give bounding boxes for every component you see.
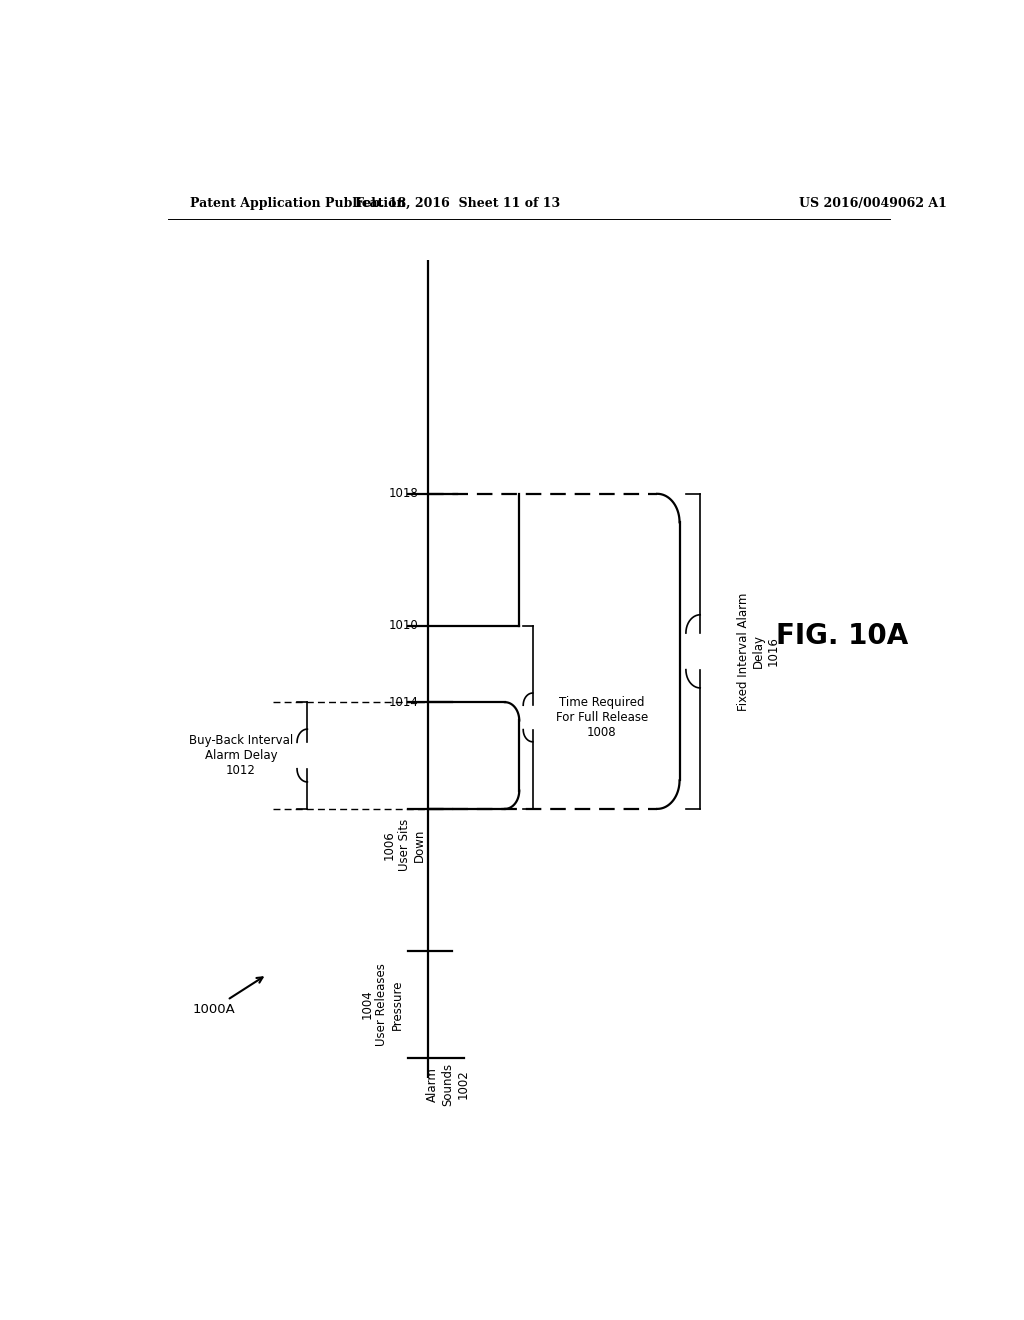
Text: 1006
User Sits
Down: 1006 User Sits Down bbox=[383, 818, 426, 871]
Text: Feb. 18, 2016  Sheet 11 of 13: Feb. 18, 2016 Sheet 11 of 13 bbox=[354, 197, 560, 210]
Text: 1014: 1014 bbox=[388, 696, 419, 709]
Text: Alarm
Sounds
1002: Alarm Sounds 1002 bbox=[426, 1063, 469, 1106]
Text: 1004
User Releases
Pressure: 1004 User Releases Pressure bbox=[360, 964, 403, 1045]
Text: 1010: 1010 bbox=[389, 619, 419, 632]
Text: 1000A: 1000A bbox=[193, 1003, 236, 1015]
Text: Patent Application Publication: Patent Application Publication bbox=[189, 197, 406, 210]
Text: Time Required
For Full Release
1008: Time Required For Full Release 1008 bbox=[556, 696, 648, 739]
Text: US 2016/0049062 A1: US 2016/0049062 A1 bbox=[799, 197, 946, 210]
Text: Buy-Back Interval
Alarm Delay
1012: Buy-Back Interval Alarm Delay 1012 bbox=[188, 734, 293, 777]
Text: FIG. 10A: FIG. 10A bbox=[776, 622, 908, 651]
Text: 1018: 1018 bbox=[389, 487, 419, 500]
Text: Fixed Interval Alarm
Delay
1016: Fixed Interval Alarm Delay 1016 bbox=[736, 593, 779, 710]
